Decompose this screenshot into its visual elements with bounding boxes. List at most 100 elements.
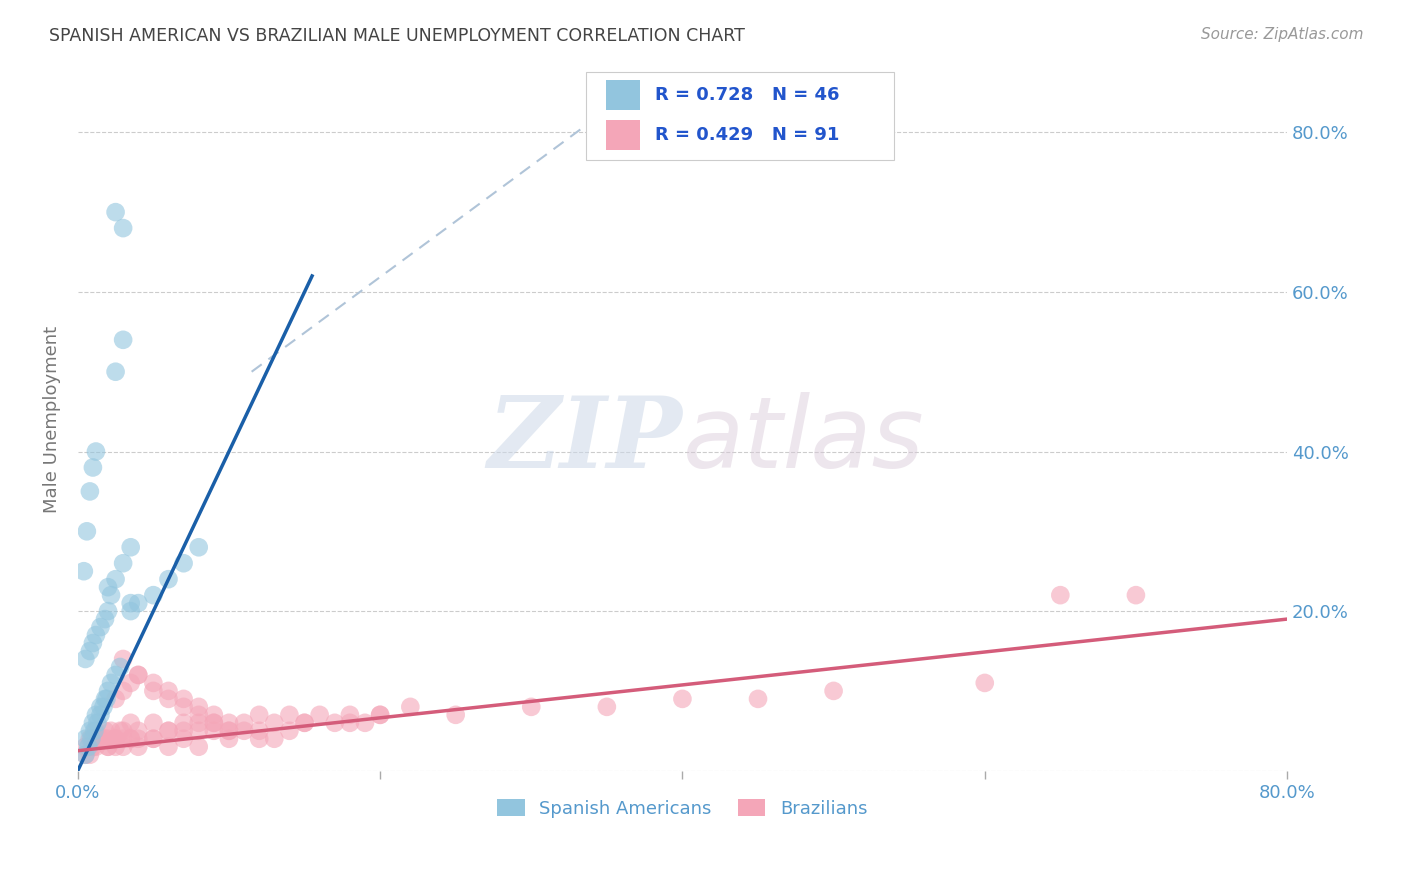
Point: [89, 707, 111, 722]
Point: [108, 723, 131, 738]
Point: [100, 588, 122, 602]
Text: R = 0.728   N = 46: R = 0.728 N = 46: [655, 86, 839, 103]
Point: [294, 715, 316, 730]
Point: [142, 684, 165, 698]
Point: [120, 596, 142, 610]
Point: [79, 731, 101, 746]
Point: [263, 731, 285, 746]
Point: [75, 747, 97, 762]
Point: [89, 731, 111, 746]
Y-axis label: Male Unemployment: Male Unemployment: [44, 326, 60, 513]
Point: [96, 691, 118, 706]
Point: [97, 580, 120, 594]
Point: [173, 556, 195, 570]
Point: [520, 699, 543, 714]
Point: [247, 723, 270, 738]
Point: [84, 739, 107, 754]
Point: [157, 723, 180, 738]
Point: [84, 723, 107, 738]
Point: [80, 731, 103, 746]
Point: [112, 556, 135, 570]
Point: [187, 739, 209, 754]
Point: [294, 715, 316, 730]
Point: [112, 731, 135, 746]
Point: [112, 739, 135, 754]
Point: [104, 668, 127, 682]
Point: [202, 723, 225, 738]
Point: [127, 668, 149, 682]
Point: [157, 739, 180, 754]
Point: [973, 676, 995, 690]
Point: [127, 668, 149, 682]
Point: [79, 723, 101, 738]
Point: [596, 699, 619, 714]
Point: [187, 541, 209, 555]
Point: [368, 707, 391, 722]
Text: R = 0.429   N = 91: R = 0.429 N = 91: [655, 127, 839, 145]
Point: [94, 612, 117, 626]
Point: [187, 723, 209, 738]
Point: [354, 715, 377, 730]
Point: [82, 460, 104, 475]
FancyBboxPatch shape: [606, 80, 640, 110]
Point: [233, 715, 256, 730]
Point: [82, 739, 104, 754]
Point: [278, 723, 301, 738]
Point: [339, 715, 361, 730]
Point: [187, 707, 209, 722]
Point: [120, 731, 142, 746]
Text: atlas: atlas: [682, 392, 924, 489]
Point: [82, 731, 104, 746]
Point: [100, 723, 122, 738]
Point: [75, 652, 97, 666]
Point: [86, 715, 108, 730]
Point: [368, 707, 391, 722]
Point: [97, 739, 120, 754]
Point: [120, 676, 142, 690]
Point: [218, 731, 240, 746]
Point: [79, 747, 101, 762]
Point: [127, 596, 149, 610]
Point: [747, 691, 769, 706]
Point: [187, 715, 209, 730]
Point: [83, 723, 105, 738]
Point: [187, 699, 209, 714]
Point: [202, 715, 225, 730]
Point: [108, 660, 131, 674]
Point: [84, 444, 107, 458]
Point: [202, 715, 225, 730]
Point: [173, 699, 195, 714]
Point: [127, 739, 149, 754]
FancyBboxPatch shape: [606, 120, 640, 150]
Point: [104, 365, 127, 379]
Point: [263, 715, 285, 730]
Point: [77, 739, 100, 754]
Point: [94, 691, 117, 706]
Point: [79, 644, 101, 658]
Point: [323, 715, 346, 730]
Point: [444, 707, 467, 722]
Point: [157, 684, 180, 698]
Point: [97, 684, 120, 698]
Point: [142, 588, 165, 602]
FancyBboxPatch shape: [586, 72, 894, 160]
Point: [127, 723, 149, 738]
Point: [97, 731, 120, 746]
Point: [1125, 588, 1147, 602]
Point: [173, 731, 195, 746]
Point: [1049, 588, 1071, 602]
Point: [76, 524, 98, 539]
Point: [218, 723, 240, 738]
Point: [82, 636, 104, 650]
Point: [82, 715, 104, 730]
Point: [89, 620, 111, 634]
Point: [120, 731, 142, 746]
Point: [97, 739, 120, 754]
Point: [202, 707, 225, 722]
Point: [247, 731, 270, 746]
Point: [104, 731, 127, 746]
Point: [94, 723, 117, 738]
Point: [75, 747, 97, 762]
Point: [120, 541, 142, 555]
Point: [112, 723, 135, 738]
